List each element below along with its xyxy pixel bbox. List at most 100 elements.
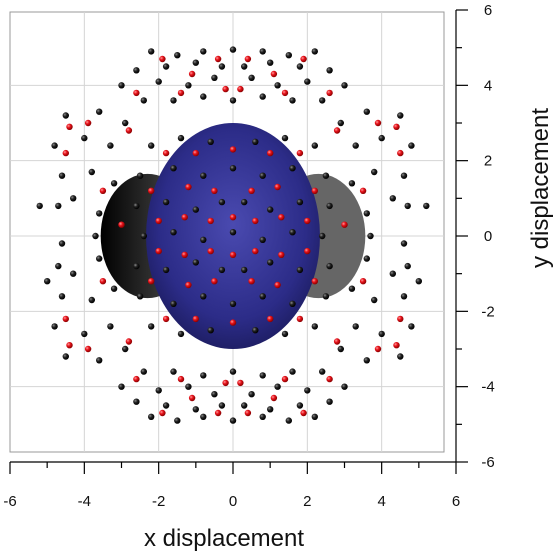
point-red-33	[237, 379, 244, 387]
point-red-50	[248, 187, 255, 194]
point-black-27	[259, 93, 266, 100]
point-black-110	[207, 138, 214, 145]
point-black-26	[229, 97, 237, 104]
point-black-84	[319, 368, 326, 375]
point-black-54	[367, 232, 374, 240]
point-black-131	[200, 236, 207, 243]
point-red-22	[99, 278, 107, 285]
point-black-108	[148, 142, 155, 149]
point-black-127	[296, 198, 304, 206]
point-red-62	[207, 247, 214, 255]
point-red-31	[177, 375, 185, 383]
point-black-140	[241, 266, 248, 274]
point-black-112	[281, 134, 289, 142]
y-tick-label: 0	[484, 228, 492, 245]
point-red-12	[66, 123, 73, 130]
point-red-48	[185, 183, 192, 191]
point-black-46	[371, 168, 378, 176]
y-axis: -6 -4 -2 0 2 4 6	[455, 2, 495, 471]
point-red-27	[374, 345, 382, 353]
point-black-18	[211, 74, 218, 82]
point-black-14	[326, 67, 333, 74]
point-red-53	[155, 217, 162, 225]
point-black-62	[110, 285, 118, 292]
point-red-67	[148, 278, 155, 285]
x-tick-label: -4	[78, 493, 91, 510]
point-black-148	[259, 293, 266, 300]
point-black-92	[341, 383, 348, 390]
point-black-42	[58, 172, 66, 179]
point-red-45	[267, 149, 274, 157]
point-red-26	[62, 315, 69, 323]
point-black-74	[122, 345, 129, 353]
point-black-24	[170, 97, 177, 104]
point-black-34	[363, 108, 370, 115]
point-black-31	[96, 108, 103, 115]
point-black-25	[200, 93, 207, 100]
point-black-115	[170, 165, 177, 172]
point-red-14	[62, 149, 69, 157]
point-red-6	[133, 89, 140, 97]
point-black-81	[229, 368, 237, 375]
y-tick-label: -4	[481, 379, 494, 396]
point-black-150	[322, 293, 330, 300]
point-black-8	[162, 63, 170, 70]
point-black-51	[404, 202, 411, 210]
point-black-97	[241, 402, 248, 409]
point-black-157	[36, 202, 43, 210]
y-ticks: -6 -4 -2 0 2 4 6	[456, 2, 495, 471]
point-black-56	[55, 262, 62, 270]
point-red-80	[125, 338, 133, 345]
point-red-66	[304, 247, 311, 255]
point-red-21	[341, 221, 348, 228]
point-black-154	[252, 327, 259, 334]
point-red-42	[162, 149, 170, 157]
point-red-28	[393, 342, 400, 349]
point-black-143	[326, 262, 333, 270]
point-red-79	[333, 127, 341, 134]
point-black-98	[267, 406, 274, 413]
point-black-100	[326, 398, 333, 405]
point-black-104	[229, 417, 237, 424]
point-red-49	[211, 187, 218, 194]
point-red-69	[211, 278, 218, 285]
point-black-132	[229, 229, 237, 236]
y-tick-label: -2	[481, 303, 494, 320]
point-black-1	[174, 52, 181, 59]
point-black-146	[200, 293, 207, 300]
point-black-111	[252, 138, 259, 145]
point-black-128	[326, 202, 333, 210]
point-black-120	[322, 172, 330, 179]
point-red-65	[278, 251, 285, 258]
point-black-118	[259, 172, 266, 179]
x-tick-label: -2	[152, 493, 165, 510]
point-red-46	[296, 149, 304, 157]
point-red-55	[207, 217, 214, 225]
point-black-89	[248, 391, 255, 398]
point-red-2	[214, 55, 222, 63]
point-black-152	[177, 330, 185, 338]
x-axis: -6 -4 -2 0 2 4 6	[3, 461, 460, 510]
point-black-40	[378, 134, 385, 142]
point-black-113	[311, 142, 318, 149]
point-red-19	[359, 187, 367, 194]
point-red-38	[214, 409, 222, 417]
point-red-58	[278, 214, 285, 221]
point-black-137	[162, 266, 170, 274]
point-black-106	[285, 417, 292, 424]
point-red-8	[222, 85, 229, 93]
point-black-162	[389, 195, 396, 202]
point-red-13	[84, 119, 92, 127]
point-black-65	[400, 293, 408, 300]
point-black-6	[311, 48, 318, 55]
point-red-71	[274, 281, 281, 289]
point-black-90	[274, 383, 281, 390]
point-black-93	[133, 398, 140, 405]
point-black-145	[170, 300, 177, 307]
point-black-87	[185, 383, 192, 390]
point-red-9	[237, 85, 244, 93]
x-tick-label: 0	[229, 493, 237, 510]
point-black-16	[155, 78, 162, 85]
point-red-40	[270, 394, 278, 402]
